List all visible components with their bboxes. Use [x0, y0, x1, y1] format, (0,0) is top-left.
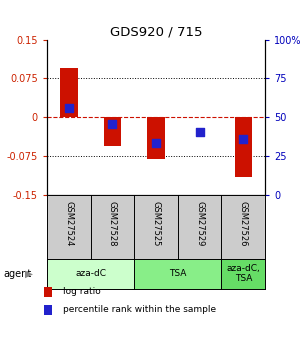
Point	[154, 140, 158, 146]
Text: GSM27529: GSM27529	[195, 201, 204, 247]
Point	[66, 105, 71, 111]
Text: GSM27526: GSM27526	[239, 201, 248, 247]
Text: agent: agent	[3, 269, 31, 279]
Bar	[235, 117, 252, 177]
Text: GSM27525: GSM27525	[152, 201, 161, 247]
Bar	[104, 117, 121, 146]
Point	[197, 129, 202, 135]
Point	[110, 121, 115, 126]
Text: ▶: ▶	[25, 269, 33, 279]
Text: GSM27524: GSM27524	[64, 201, 73, 247]
Text: aza-dC: aza-dC	[75, 269, 106, 278]
Point	[241, 136, 246, 142]
Text: aza-dC,
TSA: aza-dC, TSA	[226, 264, 260, 284]
Bar	[60, 68, 78, 117]
Bar	[147, 117, 165, 159]
Text: TSA: TSA	[169, 269, 187, 278]
Text: GSM27528: GSM27528	[108, 201, 117, 247]
Title: GDS920 / 715: GDS920 / 715	[110, 26, 202, 39]
Text: log ratio: log ratio	[63, 287, 101, 296]
Text: percentile rank within the sample: percentile rank within the sample	[63, 305, 216, 314]
